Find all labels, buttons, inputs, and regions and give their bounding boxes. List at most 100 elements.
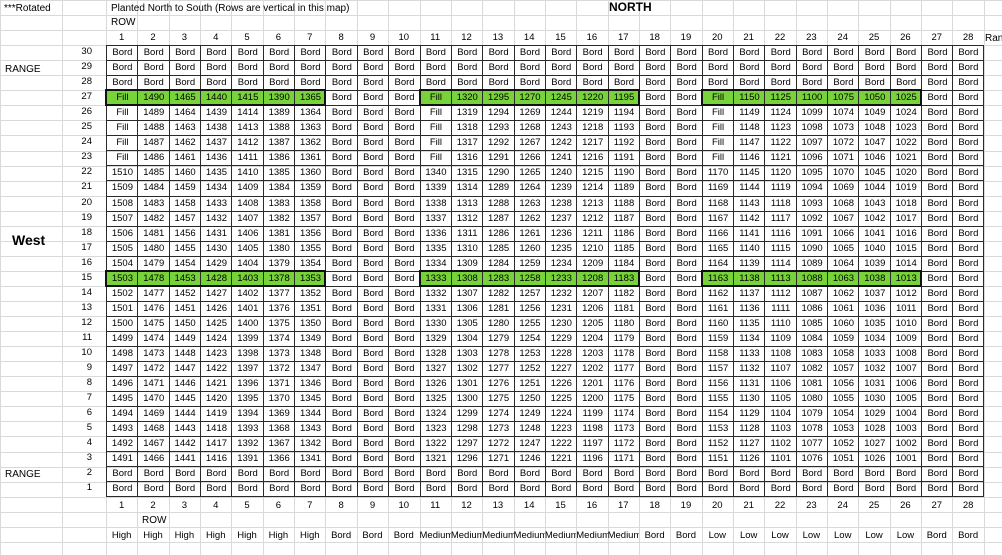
plot-cell: Bord (921, 346, 953, 362)
plot-cell: 1148 (733, 120, 765, 136)
plot-cell: Bord (921, 60, 953, 76)
column-header: 19 (680, 32, 692, 43)
plot-cell: Bord (827, 75, 859, 91)
plot-cell: Bord (952, 346, 985, 362)
plot-cell: Bord (952, 120, 985, 136)
plot-cell: 1046 (858, 150, 891, 166)
plot-cell: 1278 (482, 346, 515, 362)
plot-cell: Bord (733, 75, 765, 91)
plot-cell: 1247 (513, 436, 546, 452)
plot-cell: Bord (952, 150, 985, 166)
plot-cell: Bord (921, 210, 953, 227)
plot-cell: 1322 (419, 436, 452, 452)
plot-cell: Bord (450, 45, 483, 61)
plot-cell: 1109 (764, 330, 797, 347)
plot-cell: 1043 (858, 195, 891, 212)
plot-cell: Bord (795, 481, 828, 497)
plot-cell: Bord (356, 436, 389, 452)
plot-cell: Bord (858, 75, 891, 91)
plot-cell: Bord (231, 45, 264, 61)
range-label-top: RANGE (5, 64, 41, 75)
plot-cell: Bord (388, 90, 420, 106)
plot-cell: Bord (858, 60, 891, 76)
plot-cell: 1101 (764, 451, 797, 467)
plot-cell: Bord (858, 466, 891, 482)
plot-cell: Bord (168, 45, 201, 61)
plot-cell: 1276 (482, 376, 515, 392)
plot-cell: 1066 (827, 225, 859, 242)
plot-cell: Bord (952, 481, 985, 497)
column-footer: 26 (900, 500, 911, 511)
plot-cell: 1067 (827, 210, 859, 227)
range-number: 4 (86, 437, 92, 449)
plot-cell: 1240 (544, 165, 577, 181)
plot-cell: 1081 (795, 376, 828, 392)
plot-cell: Bord (670, 120, 703, 136)
plot-cell: 1189 (607, 180, 640, 196)
plot-cell: 1132 (733, 361, 765, 377)
plot-cell: 1011 (889, 300, 922, 317)
plot-cell: Bord (670, 75, 703, 91)
plot-cell: 1184 (607, 255, 640, 272)
plot-cell: Bord (325, 135, 358, 151)
plot-cell: 1111 (764, 300, 797, 317)
plot-cell: 1228 (544, 346, 577, 362)
plot-cell: 1298 (450, 421, 483, 437)
plot-cell: Bord (952, 105, 985, 121)
plot-cell: Bord (356, 300, 389, 317)
plot-cell: Bord (733, 45, 765, 61)
plot-cell: 1093 (795, 195, 828, 212)
plot-cell: 1165 (701, 240, 734, 257)
plot-cell: 1167 (701, 210, 734, 227)
plot-cell: 1400 (231, 315, 264, 332)
plot-cell: 1193 (607, 120, 640, 136)
plot-cell: Bord (921, 285, 953, 302)
plot-cell: 1491 (106, 451, 138, 467)
plot-cell: 1019 (889, 180, 922, 196)
plot-cell: Bord (325, 330, 358, 347)
plot-cell: Bord (638, 346, 671, 362)
range-number: 3 (86, 452, 92, 464)
plot-cell: 1074 (827, 105, 859, 121)
plot-cell: Bord (356, 105, 389, 121)
plot-cell: 1497 (106, 361, 138, 377)
plot-cell: 1070 (827, 165, 859, 181)
plot-cell: 1207 (576, 285, 609, 302)
gridline (0, 30, 1002, 32)
plot-cell: 1328 (419, 346, 452, 362)
plot-cell: 1377 (262, 285, 295, 302)
plot-cell: Bord (325, 90, 358, 106)
range-number: 2 (86, 467, 92, 479)
plot-cell: Bord (325, 436, 358, 452)
plot-cell: 1296 (450, 451, 483, 467)
row-class-label: Bord (958, 530, 979, 541)
plot-cell: 1279 (482, 330, 515, 347)
plot-cell: 1076 (795, 451, 828, 467)
range-number: 14 (81, 286, 92, 298)
plot-cell: 1225 (544, 391, 577, 407)
plot-cell: 1233 (544, 270, 577, 287)
plot-cell: 1238 (544, 195, 577, 212)
plot-cell: 1341 (294, 451, 326, 467)
plot-cell: Bord (200, 481, 232, 497)
plot-cell: 1477 (137, 285, 170, 302)
plot-cell: 1008 (889, 346, 922, 362)
range-number: 26 (81, 106, 92, 118)
plot-cell: Bord (670, 180, 703, 196)
plot-cell: 1049 (858, 105, 891, 121)
plot-cell: Bord (638, 436, 671, 452)
plot-cell: Bord (388, 451, 420, 467)
plot-cell: Bord (356, 75, 389, 91)
plot-cell: 1339 (419, 180, 452, 196)
column-footer: 2 (150, 500, 156, 511)
plot-cell: Bord (168, 60, 201, 76)
plot-cell: 1295 (482, 90, 515, 106)
plot-cell: Bord (544, 45, 577, 61)
plot-cell: 1503 (106, 270, 138, 287)
plot-cell: 1171 (607, 451, 640, 467)
plot-cell: 1267 (513, 135, 546, 151)
plot-cell: Bord (670, 330, 703, 347)
plot-cell: 1007 (889, 361, 922, 377)
plot-cell: 1420 (200, 391, 232, 407)
plot-cell: Bord (137, 60, 170, 76)
